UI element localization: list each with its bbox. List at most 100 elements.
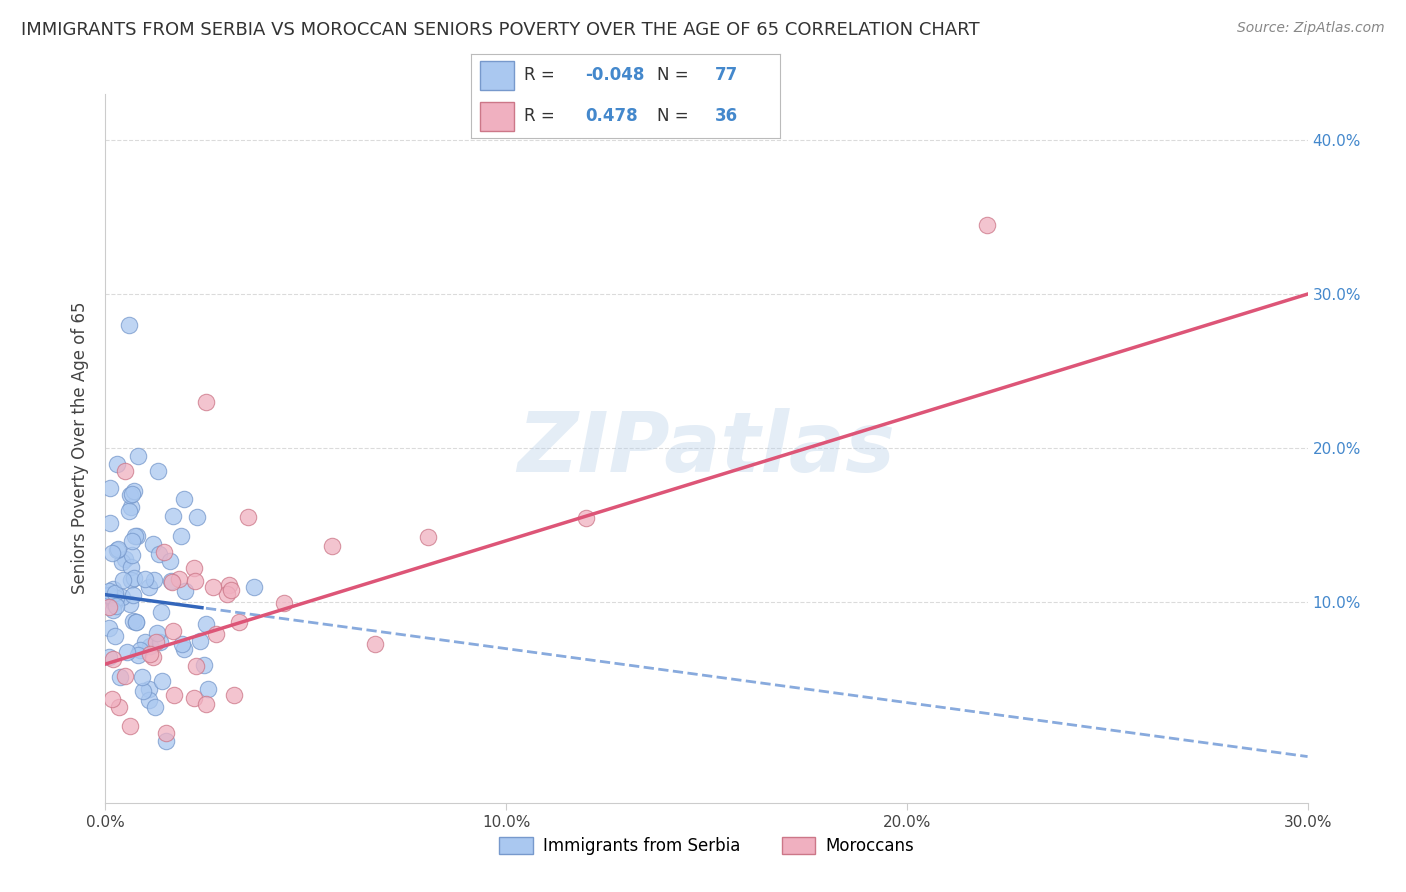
Point: [238, 510, 260, 524]
Point: [127, 648, 149, 662]
Point: [101, 582, 124, 597]
Point: [146, 464, 169, 478]
Point: [162, 624, 184, 639]
Point: [118, 487, 141, 501]
Point: [112, 574, 135, 588]
Point: [194, 395, 217, 409]
Point: [114, 464, 136, 478]
Point: [153, 545, 176, 559]
Point: [125, 529, 148, 543]
Point: [184, 658, 207, 673]
Point: [976, 218, 998, 232]
Point: [141, 537, 163, 551]
Point: [150, 606, 173, 620]
Point: [149, 635, 172, 649]
Point: [122, 588, 145, 602]
Point: [174, 583, 197, 598]
Point: [134, 572, 156, 586]
Point: [173, 492, 195, 507]
Point: [107, 700, 129, 714]
Point: [104, 629, 127, 643]
Point: [243, 580, 266, 594]
Point: [197, 681, 219, 696]
Point: [163, 688, 186, 702]
Point: [172, 637, 194, 651]
Text: R =: R =: [523, 66, 554, 84]
Point: [167, 572, 190, 586]
Point: [98, 516, 121, 530]
Point: [131, 683, 153, 698]
Point: [101, 546, 124, 560]
Point: [122, 615, 145, 629]
Point: [221, 582, 243, 597]
Point: [120, 573, 142, 587]
Point: [138, 692, 160, 706]
Point: [98, 584, 121, 599]
Point: [118, 318, 141, 332]
Point: [321, 539, 343, 553]
Point: [111, 590, 134, 604]
Point: [155, 734, 177, 748]
Point: [170, 529, 193, 543]
Point: [114, 669, 136, 683]
Point: [173, 642, 195, 657]
Point: [205, 627, 228, 641]
Point: [124, 615, 146, 629]
Point: [118, 504, 141, 518]
Point: [121, 487, 143, 501]
Point: [193, 658, 215, 673]
Point: [104, 599, 127, 613]
Point: [134, 635, 156, 649]
Point: [139, 647, 162, 661]
Y-axis label: Seniors Poverty Over the Age of 65: Seniors Poverty Over the Age of 65: [72, 302, 90, 594]
Point: [125, 615, 148, 629]
Text: R =: R =: [523, 107, 554, 125]
Point: [98, 650, 121, 665]
Point: [121, 549, 143, 563]
Point: [194, 617, 217, 632]
Point: [98, 621, 121, 635]
Point: [222, 688, 245, 702]
Point: [121, 534, 143, 549]
Point: [416, 530, 439, 544]
Point: [228, 615, 250, 629]
Point: [115, 645, 138, 659]
Point: [160, 575, 183, 590]
Point: [101, 591, 124, 605]
Point: [148, 547, 170, 561]
Bar: [481, 62, 515, 90]
Point: [142, 649, 165, 664]
Point: [101, 603, 124, 617]
Point: [186, 509, 208, 524]
Point: [575, 510, 598, 524]
Point: [124, 529, 146, 543]
Point: [107, 457, 129, 471]
Point: [127, 449, 149, 463]
Point: [194, 698, 217, 712]
Point: [273, 596, 295, 610]
Point: [138, 682, 160, 697]
Point: [143, 699, 166, 714]
Text: Source: ZipAtlas.com: Source: ZipAtlas.com: [1237, 21, 1385, 36]
Point: [218, 578, 240, 592]
Point: [139, 639, 162, 653]
Point: [120, 559, 142, 574]
Point: [111, 555, 134, 569]
Point: [188, 633, 211, 648]
Text: ZIPatlas: ZIPatlas: [517, 408, 896, 489]
Point: [364, 637, 387, 651]
Point: [131, 670, 153, 684]
Point: [159, 553, 181, 567]
Point: [118, 597, 141, 611]
Point: [108, 670, 131, 684]
Bar: [481, 102, 515, 130]
Point: [98, 600, 121, 615]
Point: [142, 573, 165, 587]
Text: N =: N =: [657, 107, 688, 125]
Point: [107, 541, 129, 556]
Legend: Immigrants from Serbia, Moroccans: Immigrants from Serbia, Moroccans: [492, 830, 921, 862]
Point: [129, 643, 152, 657]
Text: 77: 77: [716, 66, 738, 84]
Point: [146, 626, 169, 640]
Point: [201, 580, 224, 594]
